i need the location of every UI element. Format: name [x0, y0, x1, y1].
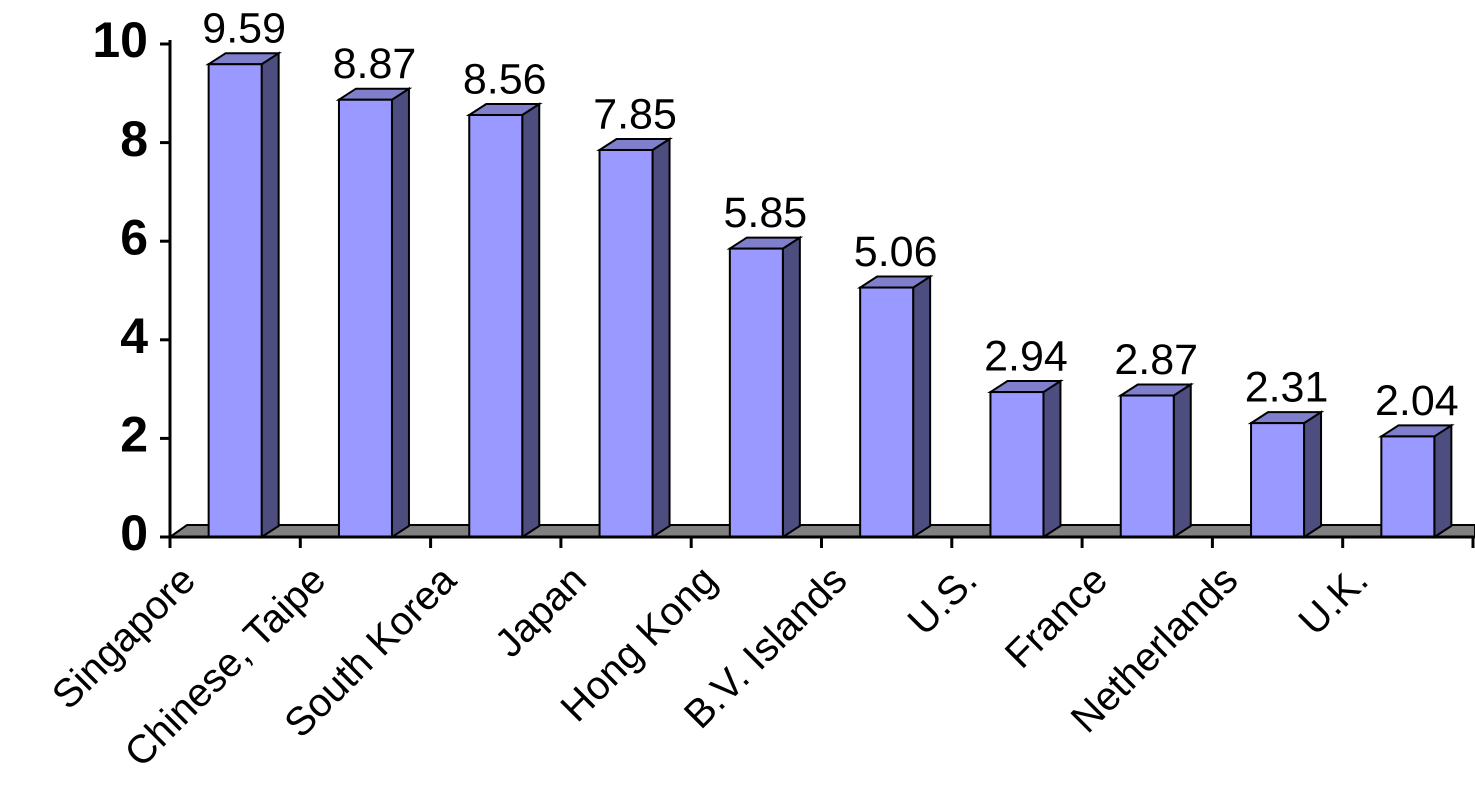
plot-area — [205, 51, 1455, 539]
y-tick-label: 4 — [120, 308, 148, 364]
bar-front — [598, 148, 654, 538]
bar-front — [1119, 394, 1175, 538]
bar — [987, 379, 1064, 539]
bar-side — [1303, 410, 1323, 539]
value-label: 2.31 — [1245, 363, 1329, 411]
bar-front — [728, 247, 784, 538]
value-label: 8.87 — [333, 40, 417, 88]
x-tick-label: France — [997, 558, 1116, 677]
value-label: 9.59 — [202, 5, 286, 53]
value-label: 5.06 — [854, 228, 938, 276]
y-tick-label: 10 — [92, 12, 148, 68]
bar — [205, 51, 283, 539]
x-tick-label: U.K. — [1291, 558, 1377, 644]
value-label: 2.94 — [984, 332, 1068, 380]
bar — [726, 235, 804, 539]
value-label: 2.87 — [1114, 336, 1198, 384]
value-label: 5.85 — [723, 189, 807, 237]
value-label: 2.04 — [1375, 377, 1459, 425]
x-tick-label: Japan — [487, 558, 595, 666]
x-tick-label: U.S. — [900, 558, 986, 644]
bar-side — [1433, 423, 1453, 539]
bar — [465, 102, 543, 539]
bar-side — [260, 51, 280, 539]
bar-front — [859, 286, 915, 538]
bar-front — [989, 391, 1045, 539]
y-tick-label: 2 — [120, 407, 148, 463]
bar — [856, 274, 934, 539]
bar-side — [781, 235, 801, 539]
bar-side — [1172, 382, 1192, 539]
bar — [1377, 423, 1455, 539]
bar-side — [1042, 379, 1062, 539]
bar — [335, 86, 413, 539]
bar — [1117, 382, 1195, 539]
bar — [1247, 410, 1325, 539]
bar-side — [390, 86, 410, 539]
bar-front — [207, 63, 263, 538]
bar — [596, 137, 673, 539]
value-label: 7.85 — [593, 90, 677, 138]
bar-front — [1380, 435, 1436, 539]
bar-front — [468, 113, 524, 538]
bar-front — [337, 98, 393, 538]
bar-side — [651, 137, 671, 539]
y-tick-label: 6 — [120, 209, 148, 265]
bar-front — [1250, 422, 1306, 539]
value-label: 8.56 — [463, 55, 547, 103]
bar-side — [912, 274, 932, 539]
y-tick-label: 0 — [120, 505, 148, 561]
bar-side — [521, 102, 541, 539]
y-tick-label: 8 — [120, 111, 148, 167]
